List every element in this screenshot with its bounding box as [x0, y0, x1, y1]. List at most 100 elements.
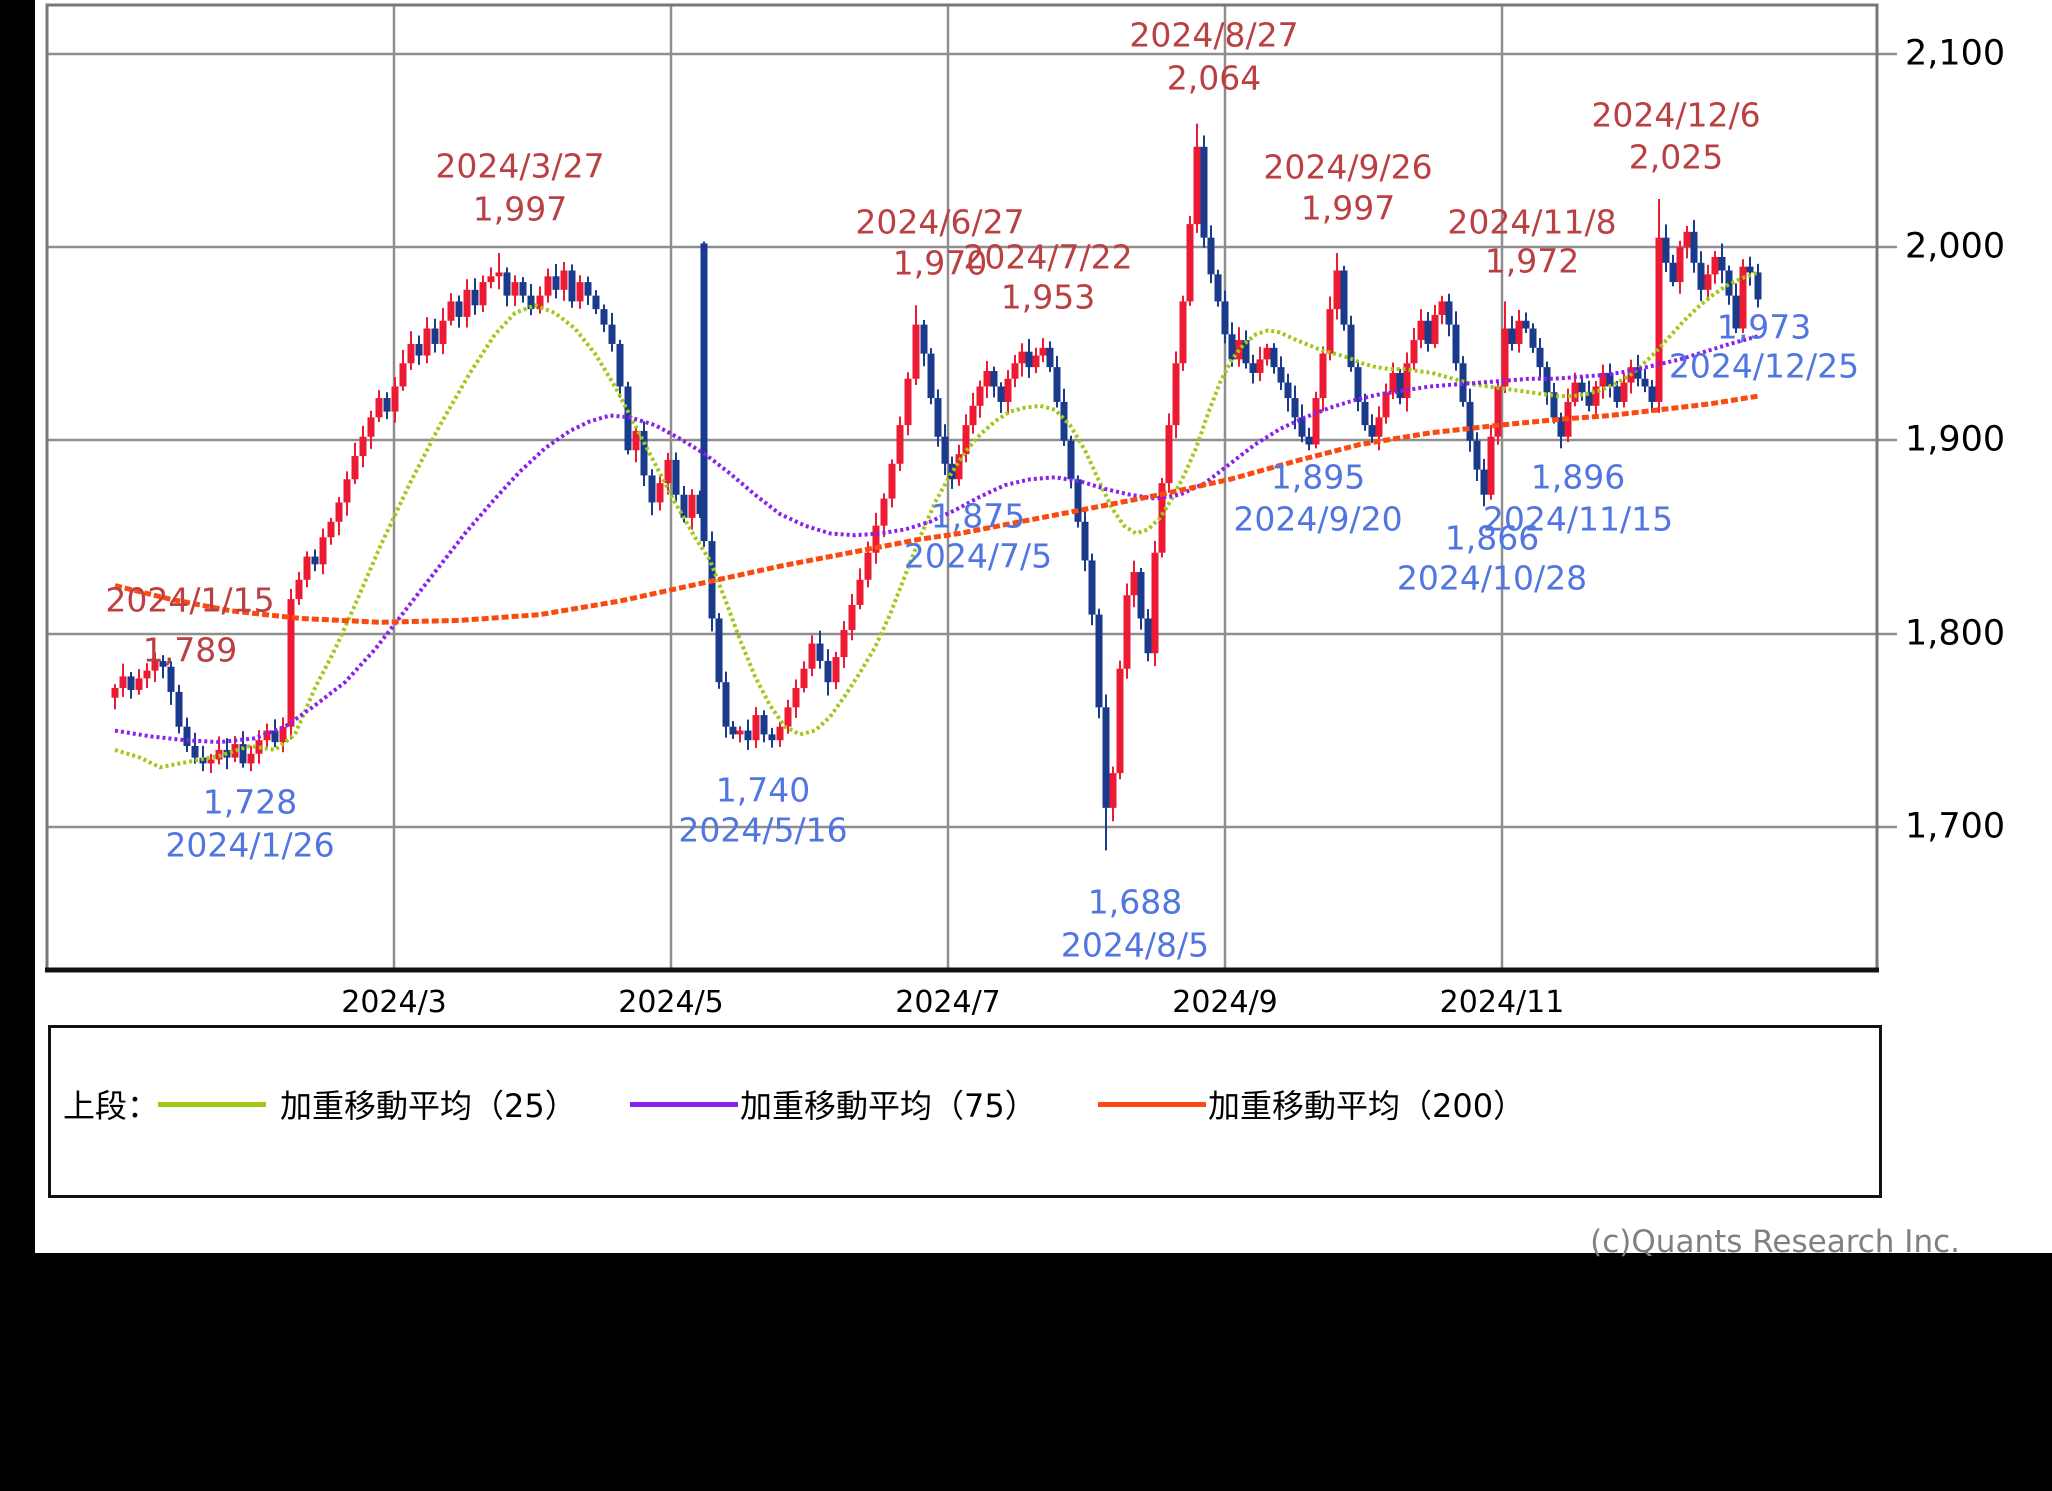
candle-body — [1123, 595, 1131, 669]
candle-body — [1158, 483, 1166, 553]
candle-body — [955, 454, 963, 480]
candle-body — [1039, 347, 1047, 356]
candle-body — [167, 666, 175, 692]
candle-body — [319, 537, 327, 565]
candle-body — [1529, 328, 1537, 348]
annotation-high-label: 2024/7/22 — [963, 237, 1133, 277]
moving-average-layer — [114, 270, 1759, 770]
grid-layer — [45, 3, 1897, 973]
candle-body — [1235, 340, 1243, 360]
annotation-high-label: 1,972 — [1484, 241, 1580, 281]
candle-body — [1557, 417, 1565, 437]
candle-body — [544, 276, 552, 296]
candle-body — [1186, 224, 1194, 302]
candle-body — [1550, 392, 1558, 418]
candle-body — [1361, 401, 1369, 426]
candle-body — [632, 430, 640, 451]
candle-body — [135, 678, 143, 690]
candle-body — [1501, 328, 1509, 387]
x-axis-tick-label: 2024/7 — [895, 985, 1001, 1020]
annotation-low-label: 2024/10/28 — [1396, 558, 1588, 598]
wma75-legend-line-icon — [630, 1102, 738, 1107]
legend-label-wma200: 加重移動平均（200） — [1208, 1087, 1526, 1125]
candle-body — [1578, 382, 1586, 393]
x-axis-tick-label: 2024/11 — [1439, 985, 1565, 1020]
candle-body — [175, 691, 183, 727]
candle-body — [1508, 328, 1516, 344]
candle-body — [1305, 436, 1313, 445]
candlestick-layer — [111, 123, 1762, 851]
candle-body — [941, 436, 949, 464]
candle-body — [287, 599, 295, 727]
candle-body — [1228, 334, 1236, 360]
candle-body — [832, 657, 840, 683]
candle-body — [1116, 668, 1124, 774]
candle-body — [696, 494, 704, 515]
annotation-low-label: 2024/11/15 — [1482, 499, 1674, 539]
candle-body — [760, 715, 768, 735]
candle-body — [648, 475, 656, 503]
candle-body — [1704, 274, 1712, 290]
x-axis-tick-label: 2024/3 — [341, 985, 447, 1020]
candle-body — [1438, 301, 1446, 315]
candle-body — [912, 324, 920, 379]
candle-body — [1312, 398, 1320, 445]
candle-body — [552, 276, 560, 290]
candle-body — [383, 398, 391, 412]
candle-body — [1081, 521, 1089, 561]
annotation-high-label: 2024/1/15 — [105, 580, 275, 620]
candle-body — [1018, 351, 1026, 364]
candle-body — [1270, 347, 1278, 368]
candle-body — [600, 309, 608, 325]
candle-body — [519, 282, 527, 296]
candle-body — [151, 660, 159, 671]
y-axis-tick-label: 2,100 — [1905, 33, 2006, 74]
candle-body — [715, 618, 723, 683]
candle-body — [1046, 347, 1054, 368]
legend-label-wma75: 加重移動平均（75） — [740, 1087, 1037, 1125]
candle-body — [1396, 372, 1404, 399]
candle-body — [1032, 355, 1040, 368]
y-axis-tick-label: 2,000 — [1905, 226, 2006, 267]
candle-body — [744, 730, 752, 741]
annotation-low-label: 1,875 — [930, 496, 1026, 536]
candle-body — [997, 386, 1005, 402]
candle-body — [1662, 237, 1670, 263]
annotation-high-label: 2024/12/6 — [1591, 95, 1761, 135]
candle-body — [1214, 274, 1222, 302]
candle-body — [990, 371, 998, 387]
candle-body — [279, 726, 287, 743]
y-axis-tick-label: 1,800 — [1905, 613, 2006, 654]
annotation-low-label: 1,740 — [715, 770, 811, 810]
annotation-high-label: 2024/8/27 — [1129, 15, 1299, 55]
candle-body — [303, 556, 311, 580]
candle-body — [824, 660, 832, 683]
candle-body — [1382, 392, 1390, 418]
candle-body — [1473, 440, 1481, 470]
candle-body — [1347, 324, 1355, 368]
candle-body — [816, 643, 824, 661]
candle-body — [1725, 270, 1733, 296]
candle-body — [479, 282, 487, 306]
candle-body — [375, 398, 383, 418]
candle-body — [688, 494, 696, 518]
candle-body — [976, 386, 984, 406]
candle-body — [495, 272, 503, 277]
candle-body — [1172, 363, 1180, 426]
annotation-high-label: 1,997 — [472, 189, 568, 229]
candle-body — [239, 744, 247, 764]
candle-body — [311, 556, 319, 565]
annotation-high-label: 1,997 — [1300, 188, 1396, 228]
candle-body — [808, 643, 816, 669]
candle-body — [127, 676, 135, 690]
candle-body — [1060, 401, 1068, 441]
candle-body — [1403, 363, 1411, 399]
annotation-low-label: 1,866 — [1444, 518, 1540, 558]
candle-body — [1277, 367, 1285, 383]
candle-body — [752, 715, 760, 741]
candle-body — [1067, 440, 1075, 480]
candle-body — [1221, 301, 1229, 335]
annotation-low-label: 1,973 — [1716, 307, 1812, 347]
candle-body — [335, 502, 343, 522]
candle-body — [1543, 367, 1551, 393]
